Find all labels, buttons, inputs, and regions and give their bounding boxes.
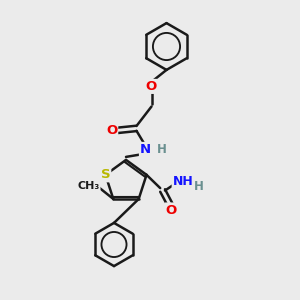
Text: CH₃: CH₃ bbox=[77, 181, 100, 191]
Text: N: N bbox=[140, 143, 151, 156]
Text: H: H bbox=[194, 179, 203, 193]
Text: O: O bbox=[165, 203, 177, 217]
Text: O: O bbox=[146, 80, 157, 93]
Text: NH: NH bbox=[172, 175, 194, 188]
Text: H: H bbox=[157, 143, 167, 156]
Text: S: S bbox=[100, 168, 110, 181]
Text: O: O bbox=[106, 124, 117, 137]
